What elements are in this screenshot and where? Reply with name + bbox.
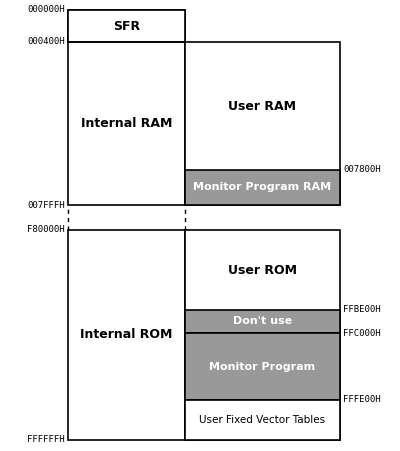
Text: Don't use: Don't use xyxy=(233,317,292,327)
Bar xyxy=(185,42,340,205)
Bar xyxy=(185,170,340,205)
Text: 000000H: 000000H xyxy=(27,5,65,14)
Text: Internal RAM: Internal RAM xyxy=(81,117,172,130)
Text: Monitor Program: Monitor Program xyxy=(210,362,316,372)
Text: F80000H: F80000H xyxy=(27,226,65,235)
Bar xyxy=(68,10,185,42)
Text: 007FFFH: 007FFFH xyxy=(27,201,65,210)
Bar xyxy=(185,230,340,440)
Text: User ROM: User ROM xyxy=(228,263,297,276)
Bar xyxy=(185,310,340,333)
Bar xyxy=(185,400,340,440)
Text: FFC000H: FFC000H xyxy=(343,328,381,337)
Text: SFR: SFR xyxy=(113,19,140,32)
Text: 007800H: 007800H xyxy=(343,166,381,175)
Text: Monitor Program RAM: Monitor Program RAM xyxy=(194,183,332,193)
Text: 000400H: 000400H xyxy=(27,37,65,46)
Text: FFBE00H: FFBE00H xyxy=(343,305,381,314)
Text: User Fixed Vector Tables: User Fixed Vector Tables xyxy=(200,415,326,425)
Text: Internal ROM: Internal ROM xyxy=(80,328,173,341)
Bar xyxy=(185,333,340,400)
Bar xyxy=(68,10,185,205)
Text: User RAM: User RAM xyxy=(228,100,296,112)
Bar xyxy=(68,230,185,440)
Text: FFFFFFH: FFFFFFH xyxy=(27,436,65,445)
Text: FFFE00H: FFFE00H xyxy=(343,396,381,405)
